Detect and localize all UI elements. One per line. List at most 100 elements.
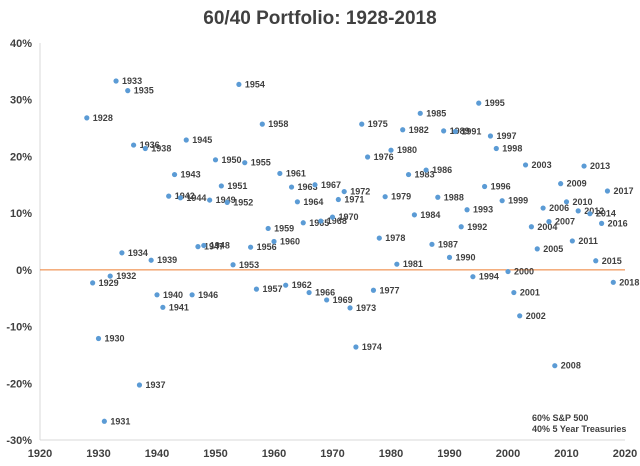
data-point [569,238,575,244]
data-point [253,286,260,292]
data-point [493,145,499,152]
data-point [505,268,511,275]
data-point [341,188,347,195]
data-label: 1989 [450,126,470,136]
data-point [160,304,166,310]
data-point [119,250,125,256]
data-label: 1959 [274,223,294,233]
data-point [446,254,453,260]
data-point [335,196,341,203]
data-point [230,262,236,268]
data-label: 1960 [280,237,300,247]
data-point [207,197,213,203]
data-point [189,292,195,298]
data-label: 1930 [105,333,125,343]
y-tick-label: 30% [10,95,32,107]
data-point [470,274,476,280]
x-tick-label: 1960 [262,448,286,460]
data-label: 1999 [508,196,528,206]
x-tick-label: 1940 [145,448,169,460]
data-point [587,211,593,217]
data-label: 1984 [420,210,440,220]
data-label: 2003 [532,160,552,170]
data-point [540,205,546,211]
data-label: 2013 [590,161,610,171]
data-point [452,128,458,135]
data-label: 1950 [222,155,242,165]
data-point [353,344,359,350]
data-point [136,382,143,388]
data-point [248,244,254,250]
data-label: 2004 [537,222,557,232]
data-label: 1976 [374,152,394,162]
data-point [277,170,283,177]
data-label: 1938 [151,143,171,153]
data-point [201,242,207,249]
data-label: 1975 [368,119,388,129]
data-label: 1946 [198,290,218,300]
data-point [242,160,248,166]
data-point [599,220,605,226]
data-label: 1974 [362,342,382,352]
data-label: 1945 [192,135,212,145]
data-point [329,214,336,220]
data-label: 1932 [116,271,136,281]
data-label: 1941 [169,302,189,312]
data-point [271,238,277,245]
data-point [558,181,564,187]
data-label: 2002 [526,311,546,321]
data-label: 1982 [409,125,429,135]
data-label: 1952 [233,197,253,207]
data-label: 1947 [204,242,224,252]
data-label: 1933 [122,76,142,86]
data-point [405,171,412,178]
annotation-line: 60% S&P 500 [532,413,588,423]
data-label: 1934 [128,248,148,258]
data-label: 1992 [467,222,487,232]
data-point [125,88,131,94]
data-label: 1948 [210,240,230,250]
data-point [306,289,312,296]
data-label: 1928 [93,113,113,123]
data-label: 1940 [163,290,183,300]
data-point [388,147,394,153]
data-label: 1937 [145,380,165,390]
data-point [283,282,289,288]
data-label: 1995 [485,98,505,108]
data-point [528,224,535,230]
data-label: 1977 [379,285,399,295]
data-point [265,225,271,232]
data-label: 1961 [286,168,306,178]
x-tick-label: 1950 [203,448,227,460]
data-point [429,241,435,247]
data-point [324,297,330,303]
data-label: 1954 [245,79,265,89]
data-label: 1978 [385,233,405,243]
data-label: 2007 [555,217,575,227]
data-label: 1949 [216,195,236,205]
x-tick-label: 1980 [379,448,403,460]
data-point [312,182,318,188]
data-point [604,188,611,194]
y-tick-label: 20% [10,151,32,163]
data-label: 1993 [473,205,493,215]
data-point [166,193,172,199]
data-label: 2001 [520,288,540,298]
data-label: 1935 [134,86,154,96]
y-tick-label: 0% [16,265,32,277]
data-point [347,305,353,311]
data-label: 1996 [491,181,511,191]
data-label: 2014 [596,209,616,219]
data-point [517,313,523,319]
data-point [511,289,517,296]
data-label: 1987 [438,239,458,249]
data-label: 1955 [251,158,271,168]
data-point [113,78,119,84]
data-label: 2005 [543,244,563,254]
data-label: 1958 [268,119,288,129]
data-point [84,115,90,121]
data-point [476,100,482,106]
data-point [487,133,494,139]
data-point [411,212,417,218]
data-label: 1991 [461,126,481,136]
